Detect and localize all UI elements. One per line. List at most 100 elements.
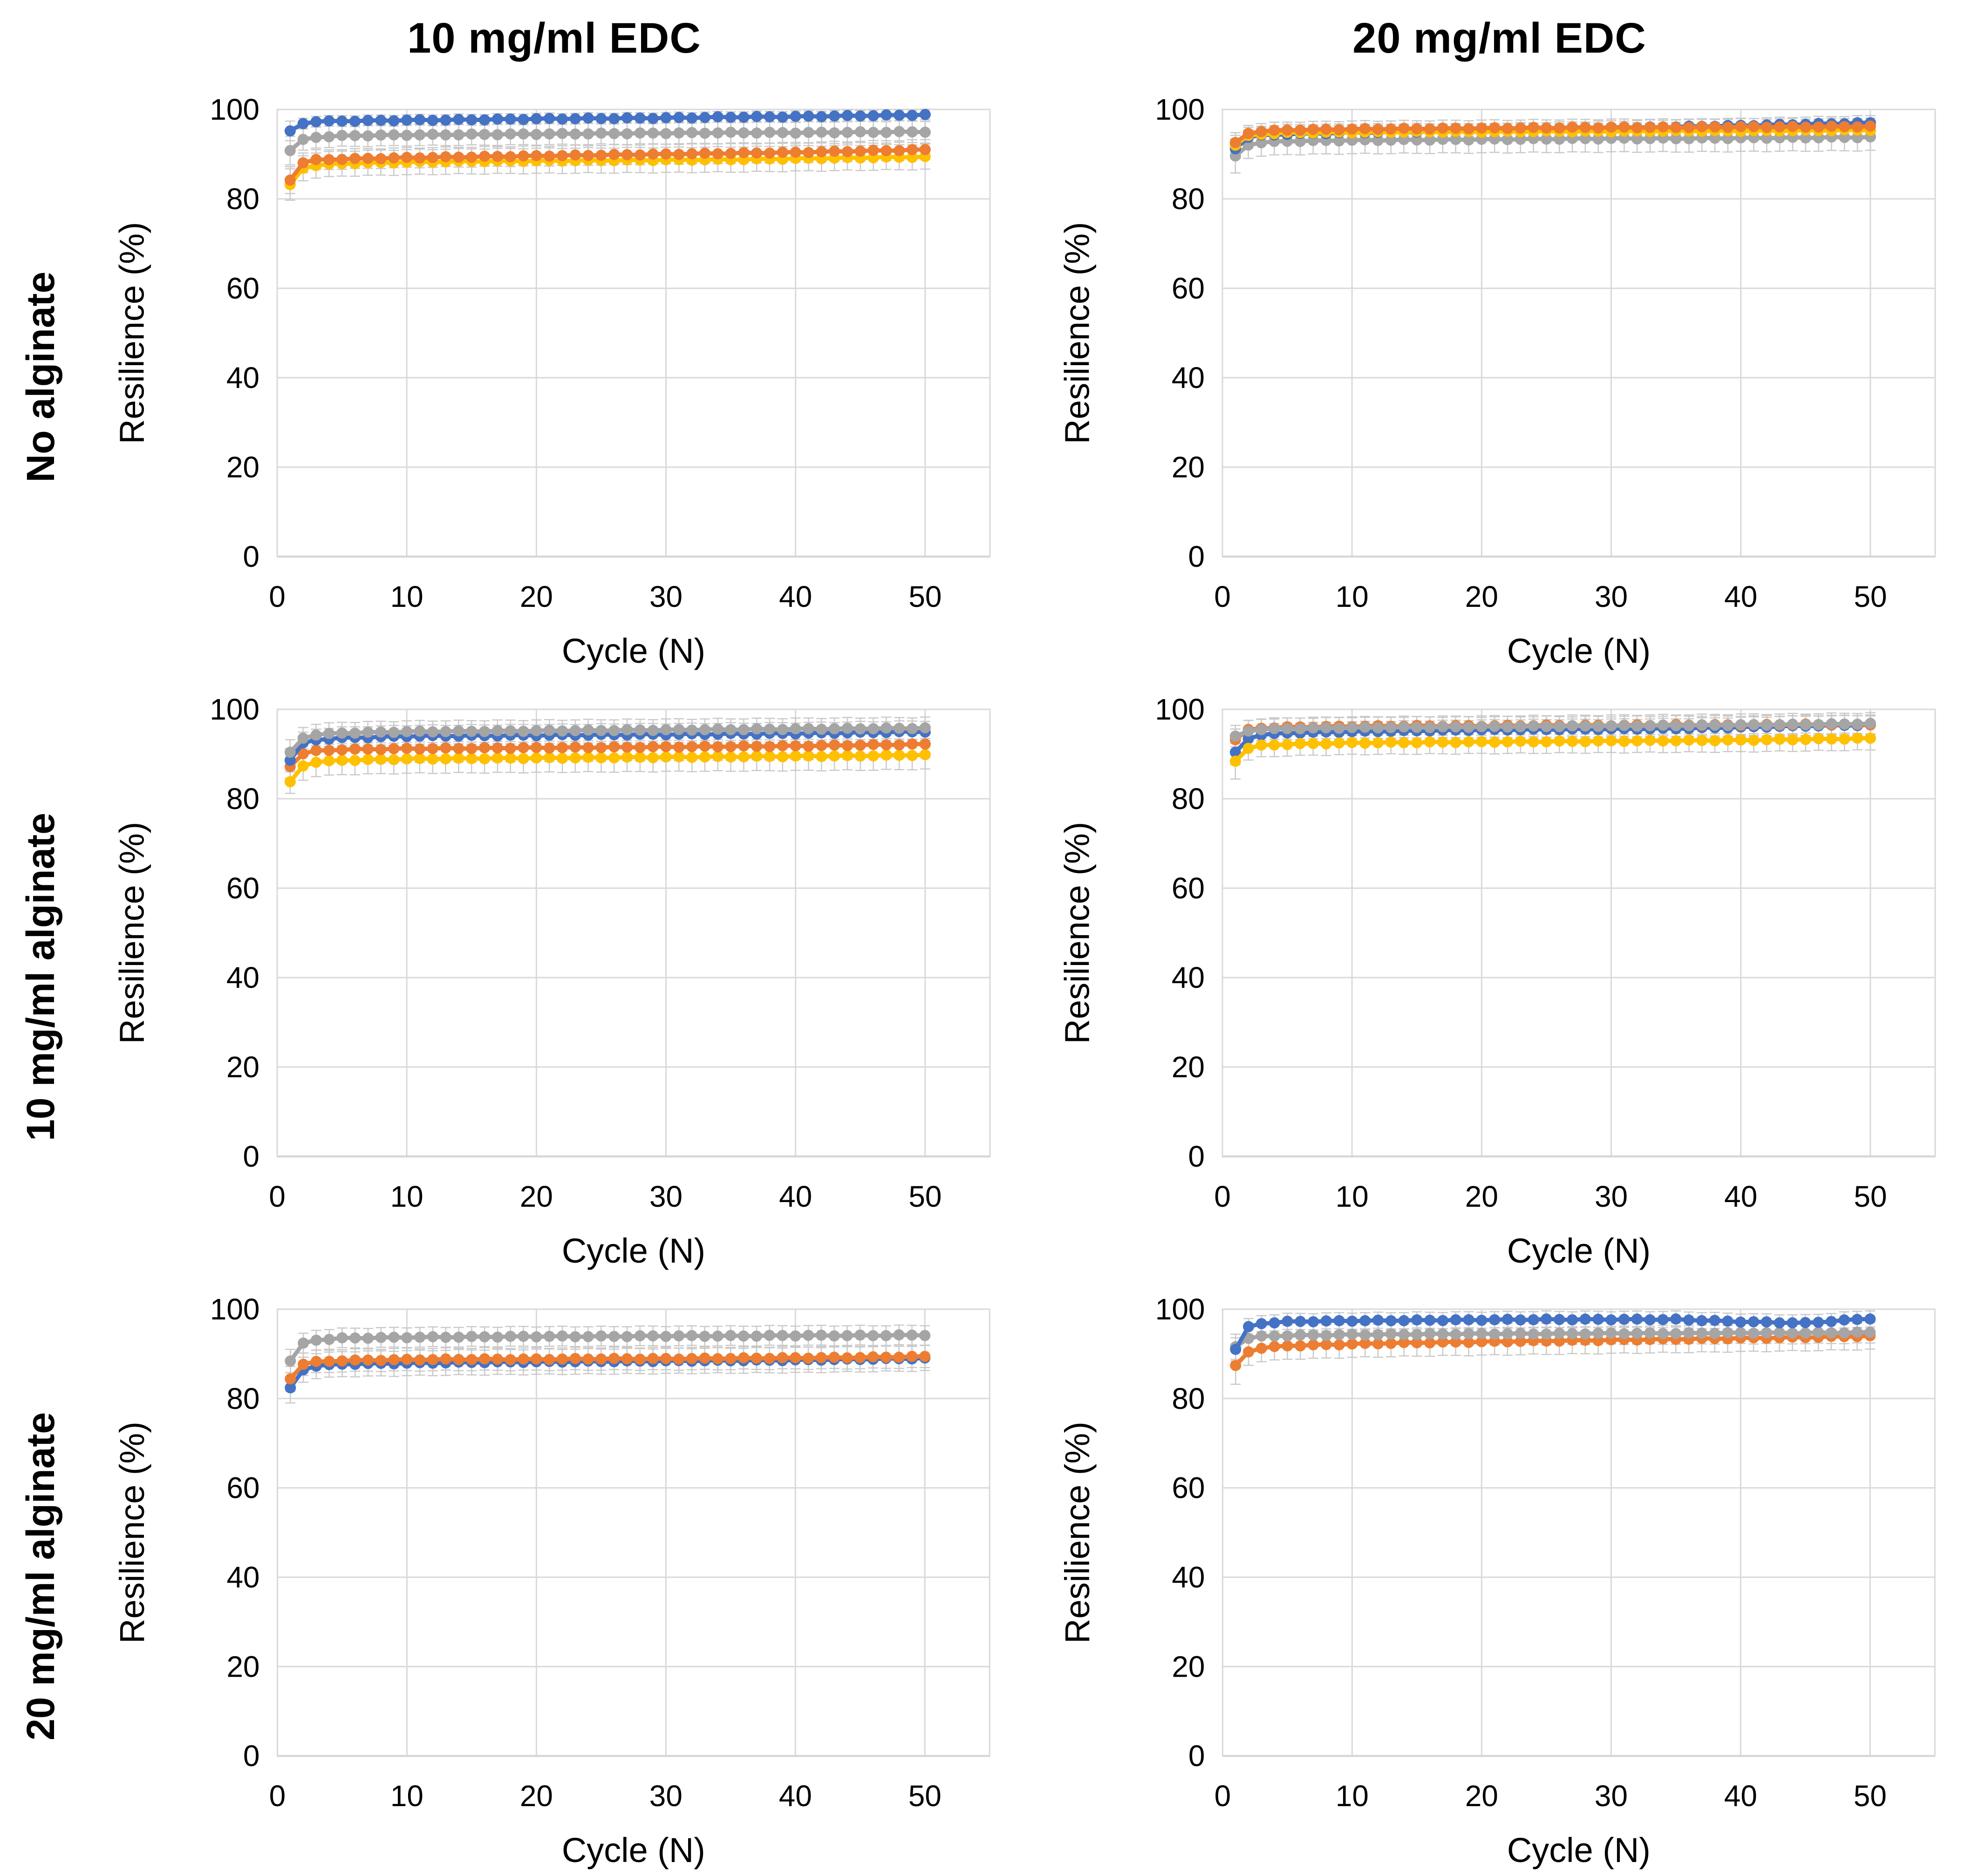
data-point — [1605, 1327, 1617, 1339]
gridlines — [1221, 109, 1936, 557]
data-point — [1359, 1329, 1371, 1341]
data-point — [764, 741, 776, 752]
data-point — [427, 726, 438, 738]
x-tick-label: 20 — [520, 1779, 553, 1813]
data-point — [815, 1352, 827, 1363]
data-point — [453, 752, 464, 764]
y-tick-label: 20 — [1172, 1050, 1205, 1084]
data-point — [647, 725, 659, 736]
data-point — [1839, 121, 1850, 132]
y-tick-label: 80 — [226, 782, 259, 816]
x-tick-label: 30 — [1595, 580, 1628, 613]
data-point — [1605, 121, 1617, 133]
data-point — [1800, 1327, 1811, 1339]
data-point — [375, 726, 387, 738]
data-point — [712, 148, 723, 160]
data-point — [673, 741, 685, 753]
data-point — [686, 127, 698, 138]
data-point — [284, 754, 296, 766]
data-point — [777, 1330, 788, 1341]
data-point — [608, 741, 620, 753]
data-point — [712, 1353, 723, 1365]
data-point — [1825, 1316, 1837, 1327]
data-point — [1800, 719, 1811, 731]
data-point — [907, 144, 918, 156]
data-point — [1320, 1330, 1332, 1341]
y-tick-label: 0 — [1188, 1739, 1205, 1773]
data-point — [1605, 1314, 1617, 1325]
data-point — [349, 1332, 361, 1344]
data-point — [310, 745, 322, 756]
data-point — [1605, 735, 1617, 747]
data-point — [1709, 121, 1721, 133]
series-points-yellow — [284, 749, 931, 788]
data-point — [1424, 134, 1436, 146]
x-tick-label: 10 — [1336, 580, 1369, 613]
data-point — [1256, 1318, 1267, 1330]
data-point — [790, 146, 801, 158]
data-point — [608, 752, 620, 764]
plot-border — [1221, 1308, 1936, 1757]
data-point — [660, 148, 672, 160]
data-point — [427, 115, 438, 126]
data-point — [803, 1353, 814, 1364]
data-point — [1631, 1313, 1643, 1325]
data-point — [1761, 734, 1773, 746]
x-tick-label: 40 — [1724, 1779, 1757, 1813]
data-point — [427, 152, 438, 163]
data-point — [1282, 124, 1293, 136]
data-point — [440, 1353, 451, 1365]
data-point — [907, 750, 918, 761]
data-point — [336, 744, 348, 756]
data-point — [673, 724, 685, 735]
row-label-no-alginate: No alginate — [0, 77, 82, 677]
data-point — [712, 741, 723, 753]
data-point — [1760, 1327, 1772, 1339]
data-point — [505, 752, 516, 764]
data-point — [1515, 735, 1526, 747]
data-point — [582, 751, 594, 763]
y-tick-label: 0 — [243, 540, 259, 573]
data-point — [1242, 742, 1254, 754]
data-point — [1385, 123, 1397, 135]
data-point — [375, 754, 387, 765]
data-point — [1243, 1346, 1255, 1358]
data-point — [479, 1331, 491, 1343]
data-point — [362, 130, 374, 142]
x-tick-label: 0 — [1215, 1779, 1231, 1813]
data-point — [362, 1354, 374, 1366]
x-tick-label: 50 — [908, 1779, 942, 1813]
data-point — [803, 110, 814, 122]
y-tick-label: 100 — [210, 1292, 260, 1326]
data-point — [1657, 735, 1669, 747]
data-point — [1579, 122, 1591, 133]
data-point — [854, 740, 866, 751]
data-point — [1541, 720, 1552, 732]
data-point — [842, 109, 853, 121]
data-point — [1269, 1330, 1280, 1342]
data-point — [466, 151, 478, 163]
data-point — [1826, 121, 1837, 132]
data-point — [1683, 720, 1695, 731]
series-points-orange — [285, 1351, 931, 1385]
data-point — [1735, 719, 1747, 731]
x-tick-label: 0 — [269, 1779, 286, 1813]
data-point — [907, 738, 918, 750]
data-point — [466, 128, 478, 140]
column-title-20mgml-edc: 20 mg/ml EDC — [1352, 14, 1646, 62]
data-point — [1476, 1314, 1488, 1326]
chart-svg-20alginate-10edc: 0 10 20 30 40 50 0 20 40 60 80 100 Cycle (N) Resilien… — [113, 1292, 990, 1869]
data-point — [1709, 1315, 1720, 1326]
data-point — [880, 145, 892, 156]
data-point — [569, 1353, 581, 1364]
data-point — [686, 148, 698, 160]
plot-border — [276, 1308, 990, 1757]
data-point — [1359, 1338, 1371, 1349]
data-point — [777, 1352, 788, 1363]
data-point — [816, 126, 827, 138]
data-point — [919, 109, 931, 120]
data-point — [582, 742, 594, 754]
data-point — [557, 725, 568, 737]
data-point — [323, 755, 335, 767]
data-point — [1813, 121, 1824, 133]
